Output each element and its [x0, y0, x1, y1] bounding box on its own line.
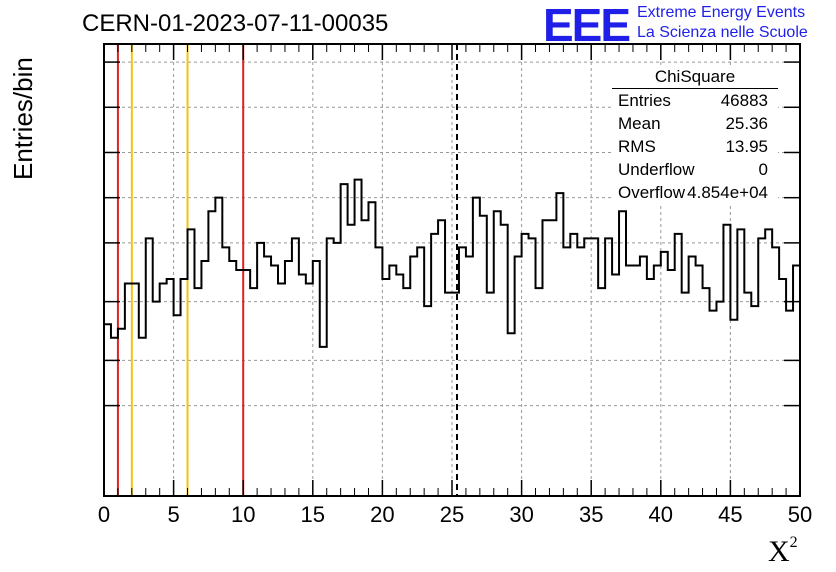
axis-ticks: [103, 44, 801, 497]
x-axis-label-text: X: [768, 535, 790, 568]
x-axis-label: X2: [768, 534, 798, 569]
logo-line-1: Extreme Energy Events: [637, 4, 806, 21]
stats-value: 46883: [720, 91, 768, 110]
logo-line-2: La Scienza nelle Scuole: [637, 24, 808, 41]
x-tick-label: 30: [509, 502, 533, 527]
stats-value: 25.36: [725, 114, 768, 133]
stats-key: RMS: [618, 137, 656, 156]
x-tick-label: 40: [649, 502, 673, 527]
x-axis-label-superscript: 2: [789, 534, 798, 551]
reference-lines: [116, 44, 459, 496]
stats-row-entries: Entries 46883: [612, 89, 778, 112]
stats-value: 4.854e+04: [687, 183, 768, 202]
eee-logo: EEE: [543, 0, 631, 51]
stats-value: 0: [758, 160, 768, 179]
x-tick-label: 25: [440, 502, 464, 527]
x-tick-label: 0: [98, 502, 110, 527]
x-tick-label: 50: [788, 502, 812, 527]
x-tick-label: 15: [301, 502, 325, 527]
x-tick-labels: 0 5 10 15 20 25 30 35 40 45 50: [98, 502, 812, 527]
stats-key: Entries: [618, 91, 671, 110]
run-title: CERN-01-2023-07-11-00035: [82, 10, 389, 37]
stats-title: ChiSquare: [612, 66, 778, 89]
x-tick-label: 10: [231, 502, 255, 527]
stats-key: Overflow: [618, 183, 686, 202]
stats-key: Underflow: [618, 160, 695, 179]
stats-row-mean: Mean 25.36: [612, 112, 778, 135]
grid-lines: [104, 44, 800, 496]
stats-box: ChiSquare Entries 46883 Mean 25.36 RMS 13.9…: [612, 66, 778, 204]
y-axis-label: Entries/bin: [8, 57, 38, 180]
x-tick-label: 5: [167, 502, 179, 527]
stats-row-rms: RMS 13.95: [612, 135, 778, 158]
histogram-step-line: [104, 178, 800, 348]
stats-value: 13.95: [725, 137, 768, 156]
stats-row-underflow: Underflow 0: [612, 158, 778, 181]
x-tick-label: 45: [718, 502, 742, 527]
x-tick-label: 20: [370, 502, 394, 527]
stats-key: Mean: [618, 114, 661, 133]
x-tick-label: 35: [579, 502, 603, 527]
stats-row-overflow: Overflow 4.854e+04: [612, 181, 778, 204]
